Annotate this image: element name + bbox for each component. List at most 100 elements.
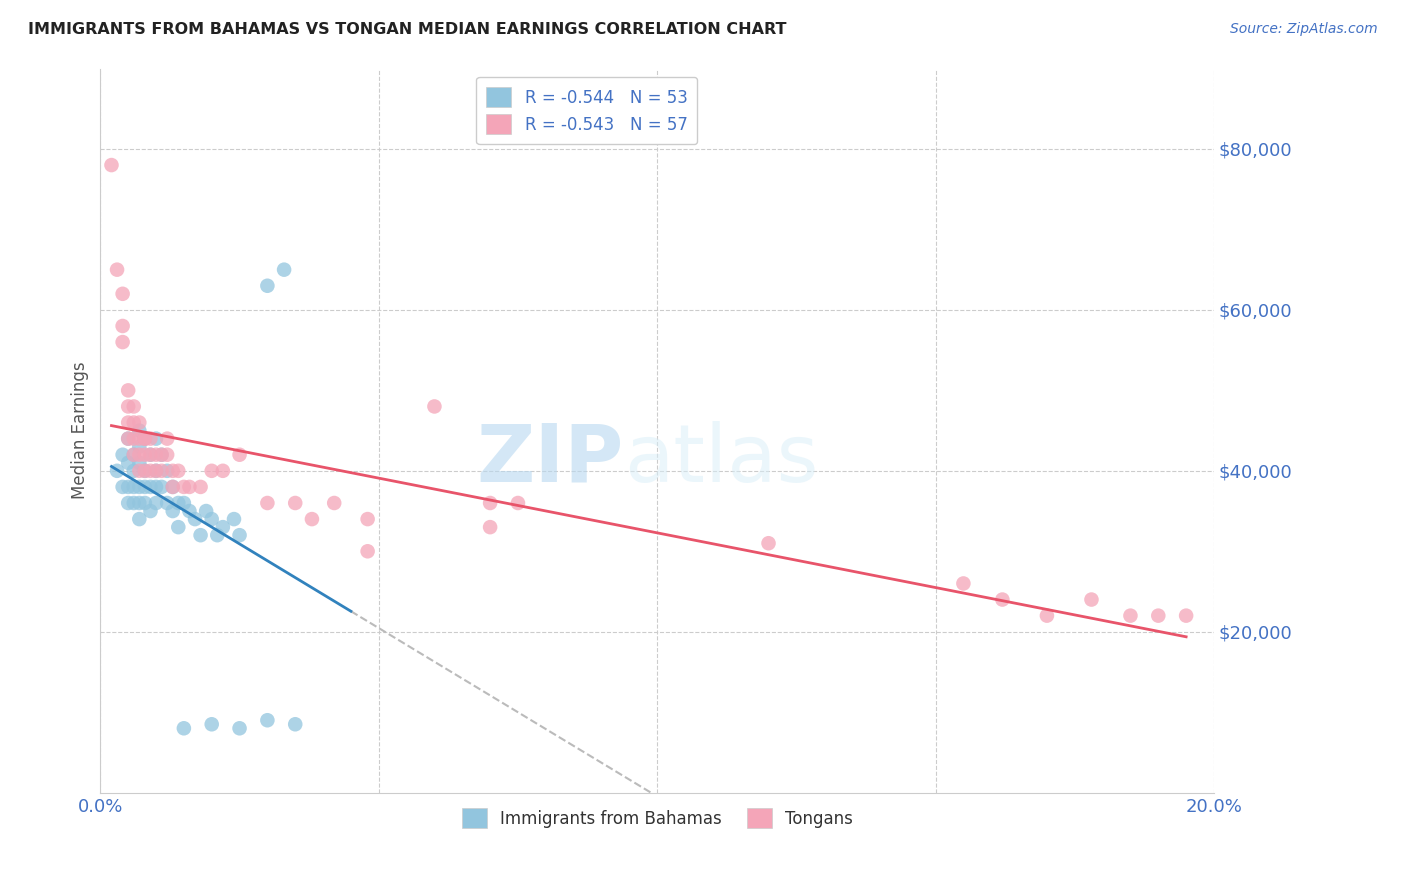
Point bbox=[128, 432, 150, 446]
Point bbox=[167, 464, 190, 478]
Point bbox=[117, 400, 139, 414]
Y-axis label: Median Earnings: Median Earnings bbox=[72, 362, 89, 500]
Point bbox=[128, 448, 150, 462]
Point bbox=[952, 576, 974, 591]
Point bbox=[506, 496, 529, 510]
Text: IMMIGRANTS FROM BAHAMAS VS TONGAN MEDIAN EARNINGS CORRELATION CHART: IMMIGRANTS FROM BAHAMAS VS TONGAN MEDIAN… bbox=[28, 22, 786, 37]
Point bbox=[117, 432, 139, 446]
Point bbox=[117, 416, 139, 430]
Point bbox=[117, 384, 139, 398]
Point bbox=[111, 480, 134, 494]
Point bbox=[122, 448, 145, 462]
Point bbox=[273, 262, 295, 277]
Point bbox=[356, 512, 378, 526]
Point bbox=[1036, 608, 1059, 623]
Point bbox=[156, 496, 179, 510]
Point bbox=[167, 496, 190, 510]
Point bbox=[122, 480, 145, 494]
Point bbox=[139, 448, 162, 462]
Point bbox=[117, 456, 139, 470]
Point bbox=[195, 504, 218, 518]
Point bbox=[139, 464, 162, 478]
Point bbox=[145, 464, 167, 478]
Point bbox=[228, 448, 250, 462]
Point bbox=[128, 440, 150, 454]
Point bbox=[173, 721, 195, 735]
Point bbox=[128, 424, 150, 438]
Point bbox=[111, 286, 134, 301]
Point bbox=[201, 717, 224, 731]
Point bbox=[134, 464, 156, 478]
Point bbox=[758, 536, 780, 550]
Point bbox=[111, 448, 134, 462]
Point bbox=[190, 528, 212, 542]
Point bbox=[128, 512, 150, 526]
Point bbox=[122, 416, 145, 430]
Point bbox=[128, 480, 150, 494]
Point bbox=[117, 496, 139, 510]
Point bbox=[162, 464, 184, 478]
Text: Source: ZipAtlas.com: Source: ZipAtlas.com bbox=[1230, 22, 1378, 37]
Point bbox=[184, 512, 207, 526]
Point bbox=[479, 496, 502, 510]
Point bbox=[139, 504, 162, 518]
Point bbox=[156, 448, 179, 462]
Point bbox=[145, 480, 167, 494]
Point bbox=[122, 496, 145, 510]
Point bbox=[211, 520, 233, 534]
Point bbox=[173, 496, 195, 510]
Point bbox=[173, 480, 195, 494]
Point bbox=[256, 496, 278, 510]
Point bbox=[122, 432, 145, 446]
Point bbox=[111, 318, 134, 333]
Point bbox=[150, 448, 173, 462]
Point bbox=[167, 520, 190, 534]
Point bbox=[134, 464, 156, 478]
Legend: Immigrants from Bahamas, Tongans: Immigrants from Bahamas, Tongans bbox=[456, 801, 859, 835]
Point bbox=[179, 504, 201, 518]
Point bbox=[139, 480, 162, 494]
Text: atlas: atlas bbox=[624, 420, 818, 499]
Point bbox=[145, 432, 167, 446]
Point bbox=[323, 496, 346, 510]
Point bbox=[139, 448, 162, 462]
Point bbox=[145, 464, 167, 478]
Point bbox=[162, 480, 184, 494]
Point bbox=[356, 544, 378, 558]
Point bbox=[1175, 608, 1198, 623]
Point bbox=[423, 400, 446, 414]
Point bbox=[1080, 592, 1102, 607]
Point bbox=[179, 480, 201, 494]
Point bbox=[117, 432, 139, 446]
Point bbox=[145, 496, 167, 510]
Point bbox=[156, 432, 179, 446]
Point bbox=[190, 480, 212, 494]
Point bbox=[228, 528, 250, 542]
Point bbox=[150, 464, 173, 478]
Point bbox=[228, 721, 250, 735]
Point bbox=[139, 432, 162, 446]
Point bbox=[105, 464, 128, 478]
Point bbox=[201, 464, 224, 478]
Point bbox=[479, 520, 502, 534]
Point bbox=[122, 464, 145, 478]
Point bbox=[284, 717, 307, 731]
Point bbox=[128, 456, 150, 470]
Point bbox=[134, 448, 156, 462]
Point bbox=[134, 432, 156, 446]
Point bbox=[150, 480, 173, 494]
Point bbox=[134, 496, 156, 510]
Point bbox=[117, 480, 139, 494]
Point bbox=[111, 334, 134, 349]
Point bbox=[256, 713, 278, 727]
Point bbox=[991, 592, 1014, 607]
Point bbox=[100, 158, 122, 172]
Point bbox=[301, 512, 323, 526]
Point bbox=[256, 278, 278, 293]
Point bbox=[211, 464, 233, 478]
Point bbox=[128, 416, 150, 430]
Point bbox=[1119, 608, 1142, 623]
Point bbox=[150, 448, 173, 462]
Point bbox=[162, 504, 184, 518]
Point bbox=[162, 480, 184, 494]
